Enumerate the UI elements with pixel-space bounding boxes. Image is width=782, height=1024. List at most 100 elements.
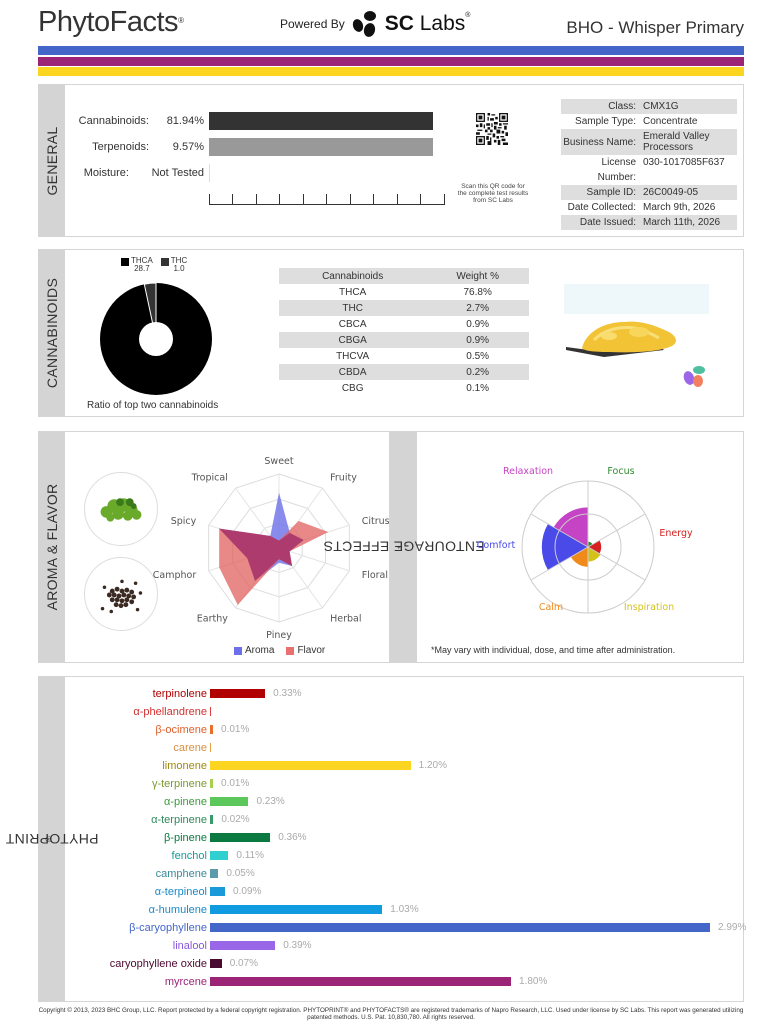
terpene-value: 1.03%	[390, 904, 419, 915]
terpene-bar	[210, 959, 222, 968]
info-row-license-number: License Number: 030-1017085F637	[561, 155, 737, 185]
terpene-row: camphene 0.05%	[65, 865, 745, 883]
hops-image	[84, 472, 158, 546]
product-image	[564, 284, 709, 387]
terpene-row: fenchol 0.11%	[65, 847, 745, 865]
terpene-bar	[210, 923, 710, 932]
section-label: CANNABINOIDS	[39, 250, 65, 416]
terpene-name: fenchol	[171, 850, 207, 862]
terpene-value: 0.33%	[273, 688, 302, 699]
info-row-business-name: Business Name: Emerald Valley Processors	[561, 129, 737, 155]
table-header: Cannabinoids Weight %	[279, 268, 529, 284]
legend-item-thca: THCA 28.7	[121, 257, 153, 273]
terpene-value: 0.02%	[221, 814, 250, 825]
terpene-row: α-humulene 1.03%	[65, 901, 745, 919]
qr-caption: Scan this QR code for the complete test …	[457, 183, 529, 204]
radar-axis-label: Camphor	[153, 570, 197, 581]
product-title: BHO - Whisper Primary	[566, 18, 744, 37]
terpene-row: γ-terpinene 0.01%	[65, 775, 745, 793]
terpene-value: 0.01%	[221, 778, 250, 789]
section-label: GENERAL	[39, 85, 65, 236]
effect-label-comfort: Comfort	[477, 540, 516, 551]
terpene-row: β-ocimene 0.01%	[65, 721, 745, 739]
terpene-value: 0.11%	[236, 850, 265, 861]
effect-label-energy: Energy	[659, 528, 693, 539]
report-header: PhytoFacts® Powered By SC Labs® BHO - Wh…	[38, 0, 744, 46]
cannabinoid-donut-chart	[100, 283, 212, 395]
terpene-name: β-caryophyllene	[129, 922, 207, 934]
general-panel: GENERAL Cannabinoids: 81.94% Terpenoids:…	[38, 84, 744, 237]
entourage-effects-chart: Relaxation Focus Energy Inspiration Calm Comf…	[477, 466, 693, 614]
info-row-sample-type: Sample Type: Concentrate	[575, 116, 698, 127]
terpene-value: 0.09%	[233, 886, 262, 897]
terpene-row: carene	[65, 739, 745, 757]
terpene-bar	[210, 887, 226, 896]
terpene-value: 0.07%	[229, 958, 259, 969]
terpene-value: 1.80%	[519, 976, 548, 987]
radar-axis-label: Tropical	[191, 473, 228, 484]
effect-label-focus: Focus	[607, 466, 634, 477]
qr-code-icon[interactable]	[476, 113, 508, 145]
terpene-row: α-pinene 0.23%	[65, 793, 745, 811]
effect-wedge-calm	[570, 547, 588, 567]
radar-axis-label: Floral	[362, 570, 388, 581]
table-row: THCA 76.8%	[279, 284, 529, 300]
table-row: THC 2.7%	[279, 300, 529, 316]
column-header: Cannabinoids	[322, 270, 384, 282]
terpene-row: terpinolene 0.33%	[65, 685, 745, 703]
row-label: Cannabinoids:	[78, 115, 149, 127]
section-label: AROMA & FLAVOR	[39, 432, 65, 662]
copyright-footer: Copyright © 2013, 2023 BHC Group, LLC. R…	[38, 1007, 744, 1021]
terpene-name: α-phellandrene	[133, 706, 207, 718]
table-row: CBDA 0.2%	[279, 364, 529, 380]
terpene-row: caryophyllene oxide 0.07%	[65, 955, 745, 973]
section-label: ENTOURAGE EFFECTS *	[323, 432, 485, 662]
info-row-date-issued: Date Issued: March 11th, 2026	[561, 215, 737, 230]
color-stripe-purple	[38, 57, 744, 66]
terpene-bar	[210, 977, 511, 986]
terpene-bar	[210, 761, 411, 770]
terpene-row: β-pinene 0.36%	[65, 829, 745, 847]
table-row: CBGA 0.9%	[279, 332, 529, 348]
terpene-bar	[210, 905, 383, 914]
terpene-name: caryophyllene oxide	[109, 958, 207, 970]
peppercorn-image	[84, 557, 158, 631]
radar-axis-label: Fruity	[330, 473, 357, 484]
aroma-flavor-panel: AROMA & FLAVOR Sweet Fruity Citrusy Floral H…	[38, 431, 390, 663]
terpene-name: β-ocimene	[155, 724, 207, 736]
entourage-effects-panel: ENTOURAGE EFFECTS * Relaxation Focus Energy…	[323, 431, 744, 663]
terpene-bar	[210, 689, 266, 698]
terpene-name: γ-terpinene	[151, 778, 207, 790]
terpene-value: 0.23%	[256, 796, 285, 807]
row-label: Moisture:	[83, 167, 129, 179]
effect-label-inspiration: Inspiration	[624, 602, 674, 613]
legend-item-aroma: Aroma	[234, 645, 274, 656]
info-row-date-collected: Date Collected: March 9th, 2026	[561, 200, 737, 215]
radar-axis-label: Citrusy	[362, 516, 389, 527]
terpene-row: myrcene 1.80%	[65, 973, 745, 991]
column-header: Weight %	[456, 270, 499, 282]
table-row: CBG 0.1%	[279, 380, 529, 396]
cannabinoids-panel: CANNABINOIDS THCA 28.7 THC 1.0 Ratio of to…	[38, 249, 744, 417]
sample-info-table: Class: CMX1G Sample Type: Concentrate Busi…	[561, 99, 737, 230]
terpene-name: α-pinene	[163, 796, 207, 808]
info-row-class: Class: CMX1G	[561, 99, 737, 114]
terpene-bar	[210, 851, 229, 860]
terpene-row: α-terpinene 0.02%	[65, 811, 745, 829]
terpene-value: 0.39%	[283, 940, 312, 951]
terpene-bar	[210, 815, 214, 824]
radar-legend: Aroma Flavor	[234, 645, 325, 656]
terpene-bar	[210, 725, 213, 734]
radar-axis-label: Sweet	[264, 456, 293, 467]
terpene-value: 0.05%	[226, 868, 255, 879]
powered-by-label: Powered By	[280, 17, 345, 31]
table-row: THCVA 0.5%	[279, 348, 529, 364]
terpene-name: α-humulene	[148, 904, 207, 916]
effect-wedge-focus	[588, 541, 593, 547]
terpene-value: 0.36%	[278, 832, 307, 843]
legend-item-flavor: Flavor	[286, 645, 325, 656]
row-value: Not Tested	[151, 167, 204, 179]
terpene-name: linalool	[172, 940, 207, 952]
terpene-value: 1.20%	[418, 760, 448, 771]
terpene-bar	[210, 941, 276, 950]
